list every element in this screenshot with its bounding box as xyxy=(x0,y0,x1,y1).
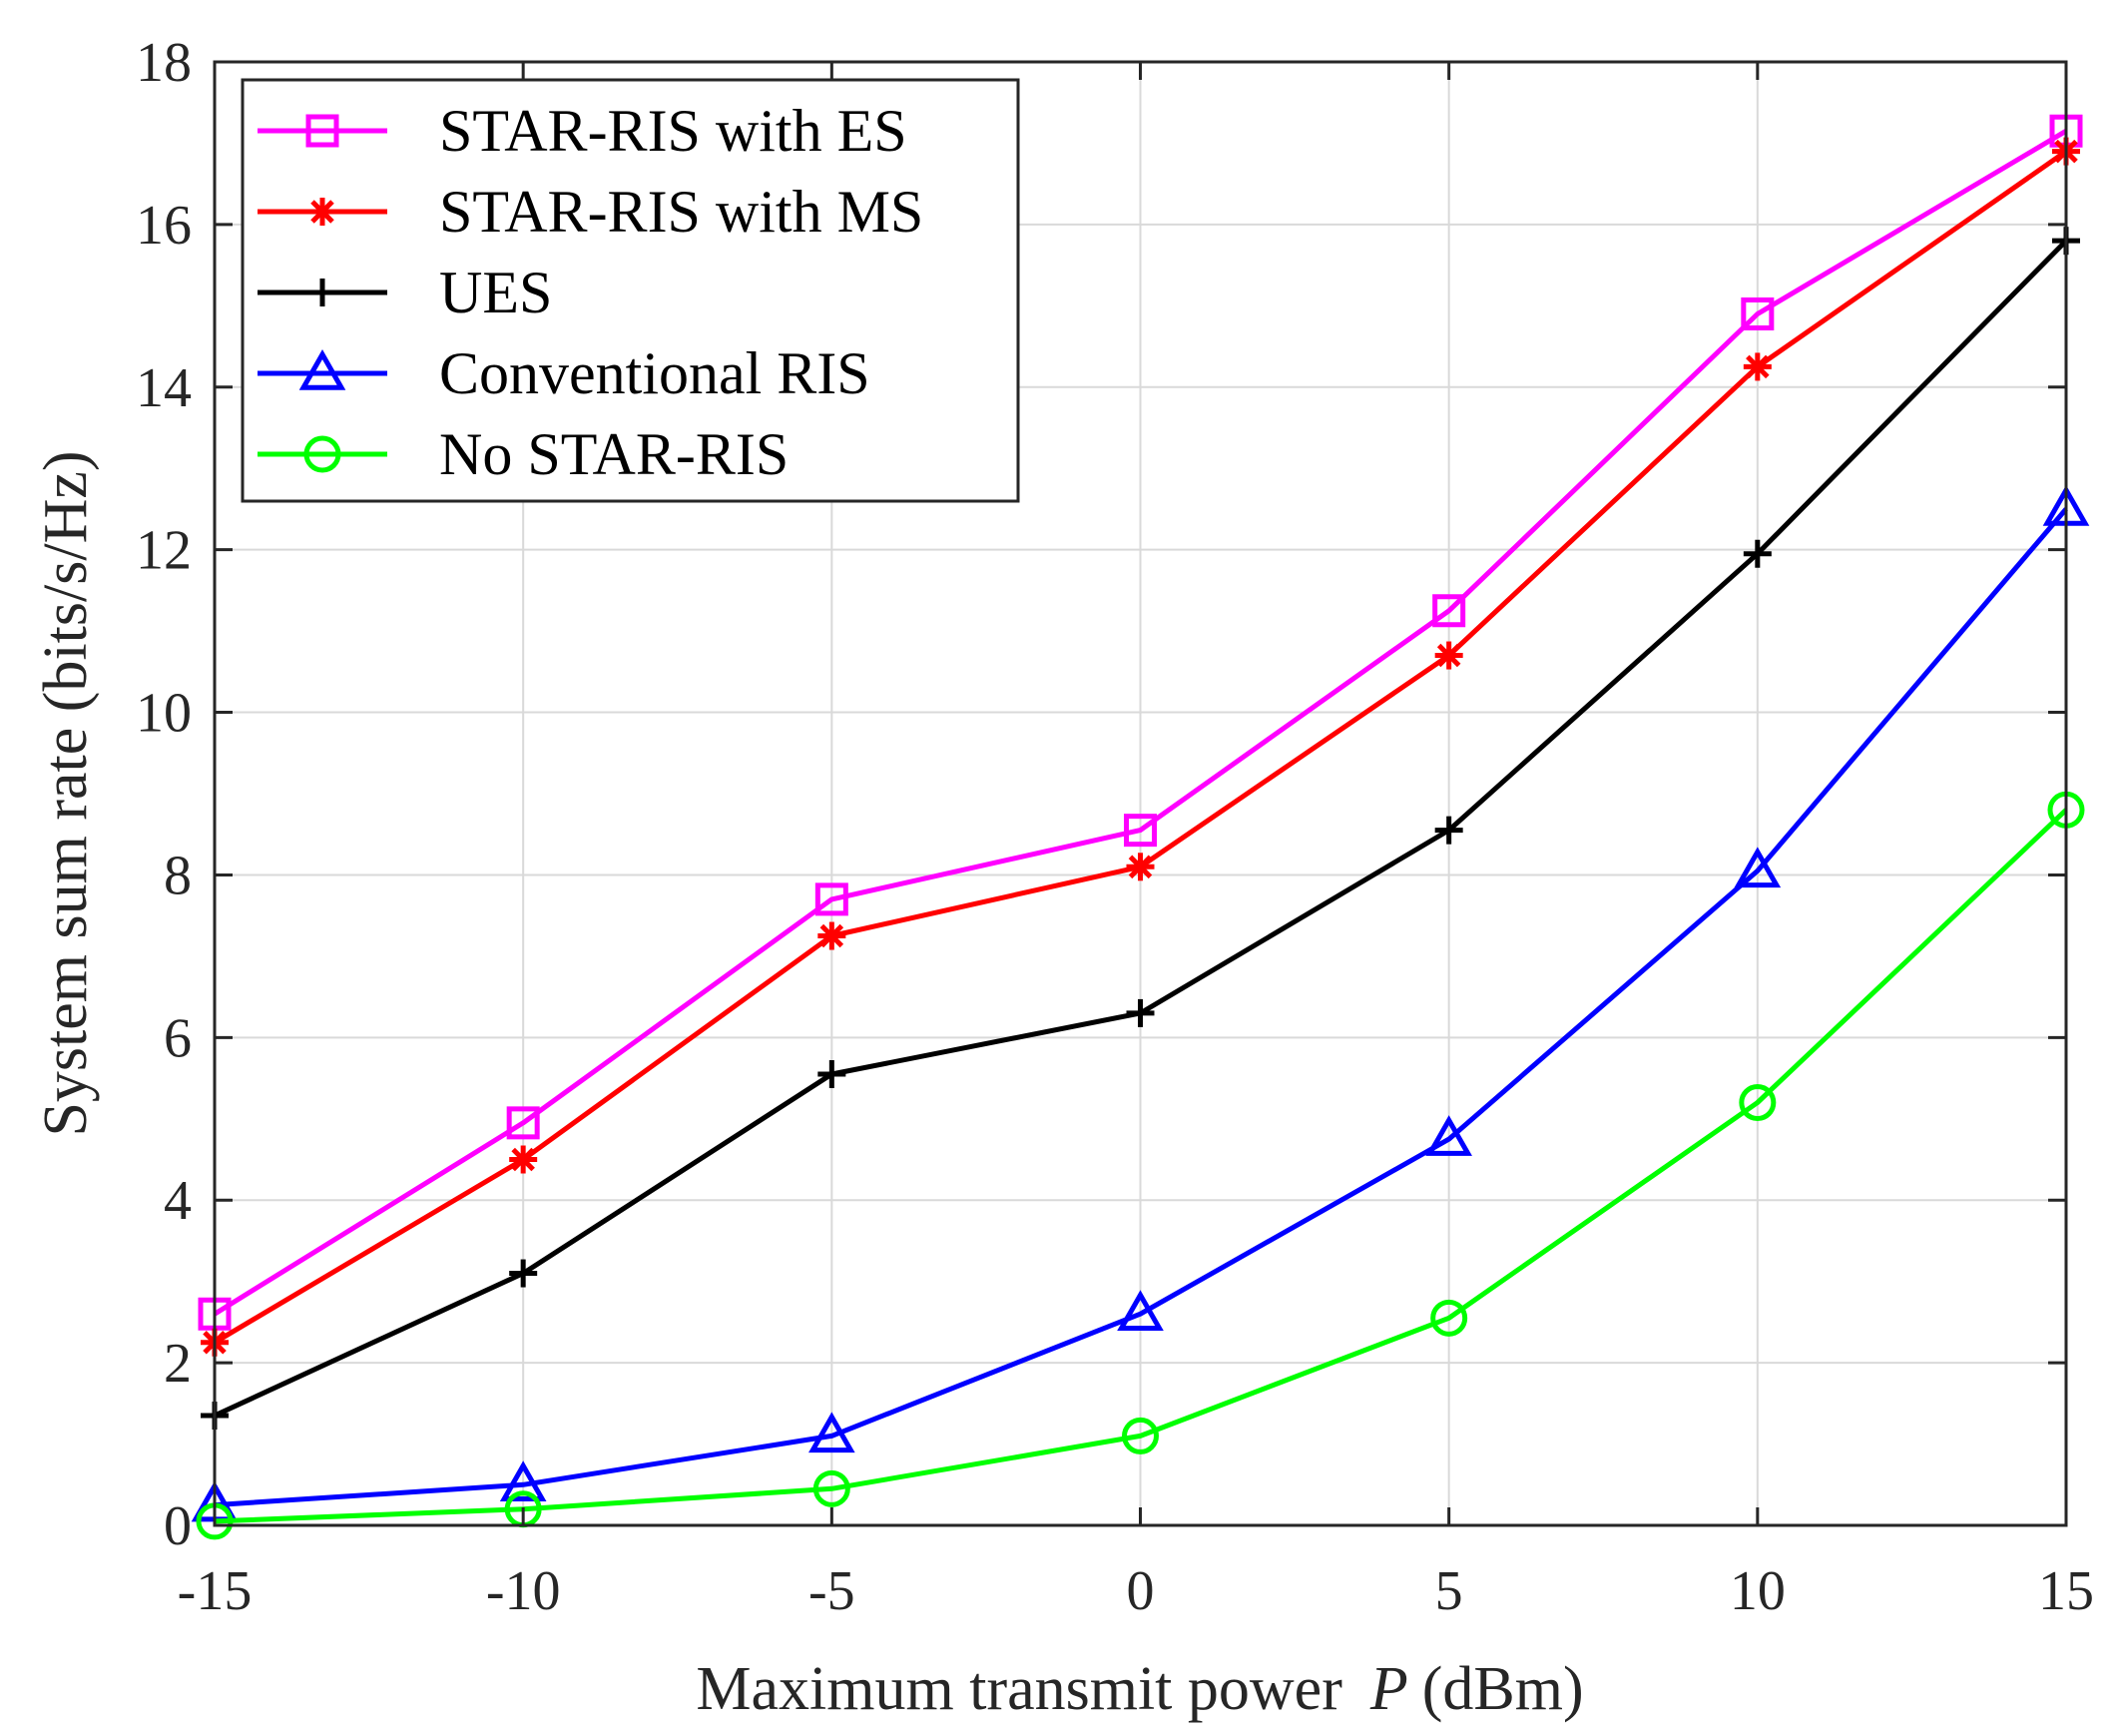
data-point-star-ris-with-ms xyxy=(817,921,846,950)
series-star-ris-with-es xyxy=(198,114,2083,1331)
legend-label-no-star-ris: No STAR-RIS xyxy=(439,421,789,487)
data-point-no-star-ris xyxy=(812,1469,850,1507)
series-layer xyxy=(191,114,2090,1540)
data-point-star-ris-with-ms-d2 xyxy=(511,1147,535,1172)
data-point-conventional-ris xyxy=(1425,1115,1472,1156)
data-point-star-ris-with-ms-d2 xyxy=(819,923,844,948)
legend-item-conventional-ris: Conventional RIS xyxy=(258,340,870,406)
legend-label-star-ris-with-ms: STAR-RIS with MS xyxy=(439,179,923,245)
y-tick-label: 18 xyxy=(136,32,192,94)
y-tick-label: 6 xyxy=(164,1007,192,1069)
data-point-ues xyxy=(817,1059,846,1088)
data-point-conventional-ris xyxy=(1117,1290,1164,1331)
legend-item-star-ris-with-ms: STAR-RIS with MS xyxy=(258,179,923,245)
legend-marker-conventional-ris xyxy=(298,348,346,390)
legend-item-star-ris-with-es: STAR-RIS with ES xyxy=(258,98,907,164)
y-tick-label: 8 xyxy=(164,845,192,906)
data-point-star-ris-with-ms xyxy=(1434,641,1463,670)
data-point-ues xyxy=(1743,539,1772,568)
data-point-no-star-ris xyxy=(1122,1417,1159,1454)
x-tick-label: 0 xyxy=(1127,1560,1155,1622)
y-tick-label: 10 xyxy=(136,683,192,745)
x-tick-label: 5 xyxy=(1435,1560,1463,1622)
x-tick-labels: -15 -10 -5 0 5 10 15 xyxy=(178,1560,2094,1622)
data-point-star-ris-with-es xyxy=(1741,296,1775,330)
legend-marker-ues xyxy=(308,279,336,306)
legend-marker-no-star-ris xyxy=(303,435,341,473)
data-point-star-ris-with-ms xyxy=(509,1145,538,1174)
x-tick-label: -5 xyxy=(808,1560,855,1622)
data-point-no-star-ris xyxy=(1739,1083,1777,1121)
data-point-ues xyxy=(1126,998,1155,1027)
legend-marker-star-ris-with-es xyxy=(305,114,339,148)
x-tick-label: 10 xyxy=(1730,1560,1786,1622)
x-tick-label: -15 xyxy=(178,1560,253,1622)
y-tick-label: 2 xyxy=(164,1333,192,1395)
data-point-no-star-ris xyxy=(1430,1299,1468,1337)
data-point-star-ris-with-es xyxy=(1432,594,1466,628)
series-conventional-ris xyxy=(191,484,2090,1522)
legend-label-star-ris-with-es: STAR-RIS with ES xyxy=(439,98,907,164)
data-point-star-ris-with-ms-d2 xyxy=(1746,354,1770,379)
y-tick-label: 0 xyxy=(164,1495,192,1557)
x-tick-label: -10 xyxy=(486,1560,561,1622)
data-point-star-ris-with-ms xyxy=(1126,853,1155,881)
data-point-conventional-ris xyxy=(1734,847,1782,888)
y-tick-label: 16 xyxy=(136,195,192,257)
x-axis-label-main: Maximum transmit power xyxy=(696,1655,1342,1723)
data-point-star-ris-with-ms xyxy=(1743,352,1772,381)
y-tick-labels: 0 2 4 6 8 10 12 14 16 18 xyxy=(136,32,192,1557)
x-axis-label-variable: P xyxy=(1369,1655,1408,1723)
y-tick-label: 12 xyxy=(136,520,192,582)
series-line-conventional-ris xyxy=(214,507,2068,1508)
data-point-ues xyxy=(509,1259,538,1288)
data-point-star-ris-with-ms-d2 xyxy=(1436,643,1461,668)
data-point-ues xyxy=(1434,816,1463,845)
data-point-star-ris-with-ms-d2 xyxy=(1128,855,1153,879)
legend: STAR-RIS with ES STAR-RIS with MS UES Conve… xyxy=(241,78,1020,503)
y-axis-label: System sum rate (bits/s/Hz) xyxy=(32,450,100,1136)
legend-marker-star-ris-with-ms-d2 xyxy=(310,200,334,224)
legend-item-no-star-ris: No STAR-RIS xyxy=(258,421,789,487)
axis-ticks xyxy=(213,60,2068,1527)
legend-label-conventional-ris: Conventional RIS xyxy=(439,340,870,406)
legend-label-ues: UES xyxy=(439,260,552,325)
data-point-conventional-ris xyxy=(808,1412,855,1453)
x-axis-label-unit: (dBm) xyxy=(1422,1655,1584,1723)
data-point-conventional-ris xyxy=(499,1460,547,1502)
data-point-star-ris-with-es xyxy=(814,882,848,916)
y-tick-label: 4 xyxy=(164,1170,192,1232)
legend-item-ues: UES xyxy=(258,260,552,325)
x-tick-label: 15 xyxy=(2038,1560,2094,1622)
y-tick-label: 14 xyxy=(136,357,192,419)
series-line-star-ris-with-es xyxy=(213,129,2068,1317)
legend-marker-star-ris-with-ms xyxy=(308,198,336,226)
data-point-star-ris-with-es xyxy=(1124,814,1157,848)
data-point-star-ris-with-es xyxy=(506,1106,540,1140)
x-axis-label: Maximum transmit power P (dBm) xyxy=(696,1655,1583,1723)
